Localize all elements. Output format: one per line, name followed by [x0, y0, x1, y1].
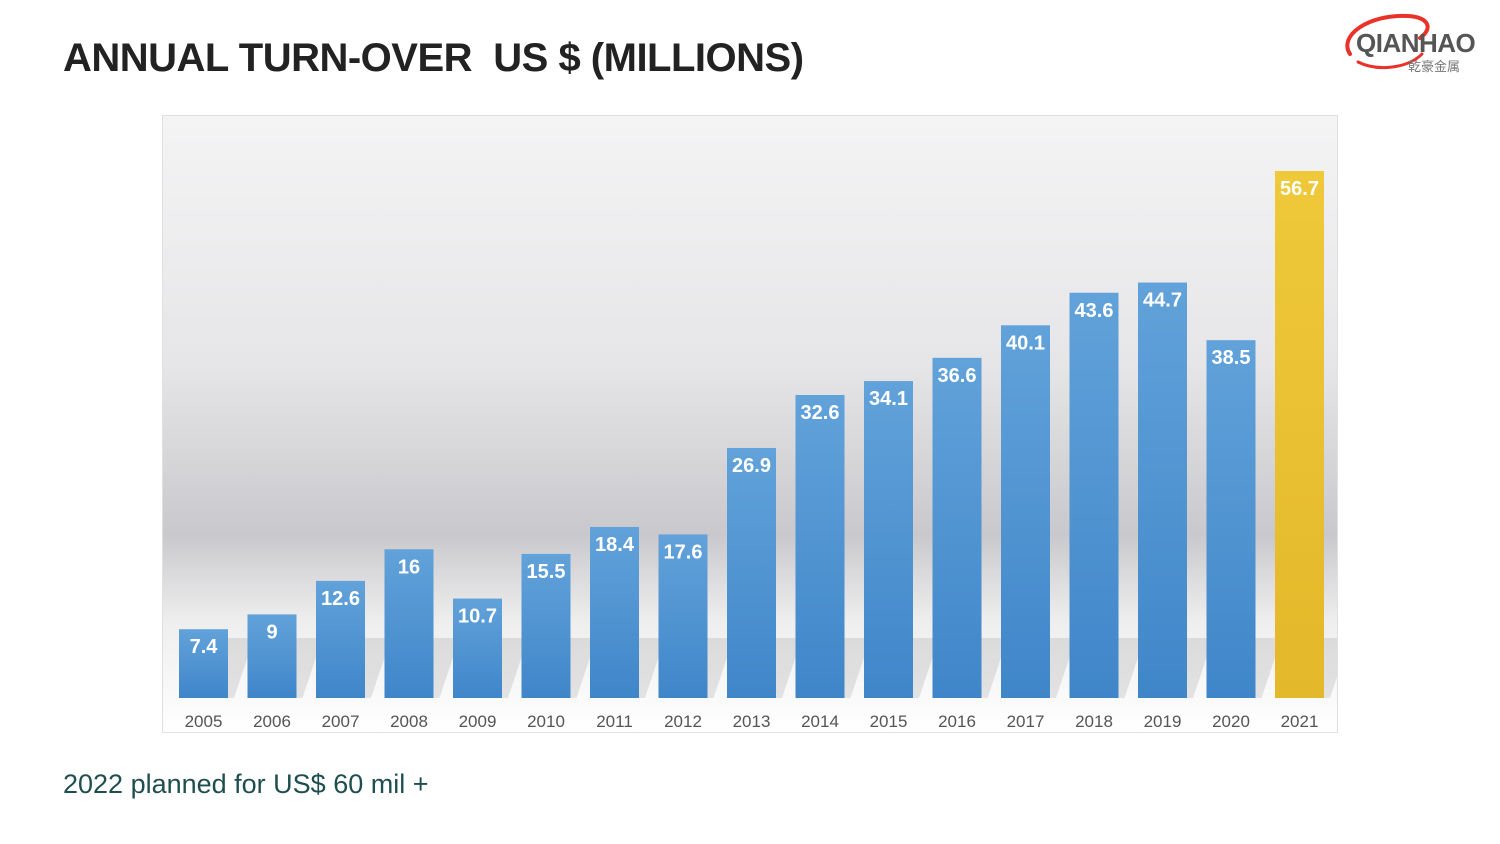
bar-2020: [1206, 340, 1256, 698]
bar-2011: [590, 526, 639, 698]
company-logo: QIANHAO 乾豪金属: [1338, 6, 1498, 76]
bar-value-label-2015: 34.1: [869, 388, 908, 410]
logo-swoosh-icon: [1345, 13, 1430, 69]
bar-value-label-2011: 18.4: [595, 534, 635, 556]
x-tick-label-2011: 2011: [596, 712, 633, 731]
bar-value-label-2008: 16: [398, 556, 420, 578]
x-tick-label-2021: 2021: [1281, 712, 1319, 731]
bar-value-label-2007: 12.6: [321, 588, 360, 610]
bar-value-label-2009: 10.7: [458, 606, 497, 628]
x-tick-label-2006: 2006: [253, 712, 291, 731]
x-tick-label-2017: 2017: [1007, 712, 1045, 731]
logo-name: QIANHAO: [1356, 28, 1476, 58]
x-tick-label-2009: 2009: [459, 712, 497, 731]
bar-2008: [384, 549, 434, 698]
bar-value-label-2018: 43.6: [1075, 300, 1114, 322]
x-tick-label-2019: 2019: [1144, 712, 1182, 731]
x-tick-label-2005: 2005: [185, 712, 223, 731]
bar-2021: [1275, 171, 1324, 698]
bar-chart: 7.4 9 12.6 16 10.7 15.5 18.4 17.6 26.9 32.6 34.1 36…: [162, 115, 1338, 733]
bar-value-label-2021: 56.7: [1280, 178, 1319, 200]
bar-2005: [179, 629, 228, 698]
bar-2009: [453, 598, 502, 698]
bar-2007: [316, 580, 365, 698]
x-tick-label-2015: 2015: [870, 712, 908, 731]
bar-value-label-2020: 38.5: [1212, 347, 1251, 369]
bar-value-label-2006: 9: [266, 621, 277, 643]
bar-2012: [658, 534, 708, 698]
bar-value-label-2014: 32.6: [801, 402, 840, 424]
footnote-text: 2022 planned for US$ 60 mil +: [63, 769, 429, 799]
bar-value-label-2019: 44.7: [1143, 290, 1182, 312]
x-tick-label-2013: 2013: [733, 712, 771, 731]
x-tick-label-2008: 2008: [390, 712, 428, 731]
x-tick-label-2012: 2012: [664, 712, 702, 731]
bar-value-label-2017: 40.1: [1006, 332, 1045, 354]
bar-value-label-2012: 17.6: [664, 541, 703, 563]
x-tick-label-2020: 2020: [1212, 712, 1250, 731]
chart-canvas: 7.4 9 12.6 16 10.7 15.5 18.4 17.6 26.9 32.6 34.1 36…: [179, 171, 1337, 731]
bar-2018: [1069, 292, 1119, 698]
bar-2013: [727, 447, 776, 698]
bar-2010: [521, 553, 571, 698]
bar-2019: [1138, 282, 1187, 698]
logo-subtitle: 乾豪金属: [1408, 60, 1461, 75]
x-tick-label-2010: 2010: [527, 712, 565, 731]
bar-2014: [795, 394, 845, 698]
page-title: ANNUAL TURN-OVER US $ (MILLIONS): [63, 36, 804, 80]
bar-2015: [864, 381, 913, 698]
bar-2017: [1001, 325, 1050, 698]
bar-2006: [247, 614, 297, 698]
bar-value-label-2013: 26.9: [732, 455, 771, 477]
bar-value-label-2016: 36.6: [938, 365, 977, 387]
bar-value-label-2005: 7.4: [190, 636, 219, 658]
x-tick-label-2014: 2014: [801, 712, 839, 731]
bar-value-label-2010: 15.5: [527, 561, 566, 583]
x-tick-label-2007: 2007: [322, 712, 360, 731]
x-tick-label-2016: 2016: [938, 712, 976, 731]
bar-2016: [932, 357, 982, 698]
x-tick-label-2018: 2018: [1075, 712, 1113, 731]
